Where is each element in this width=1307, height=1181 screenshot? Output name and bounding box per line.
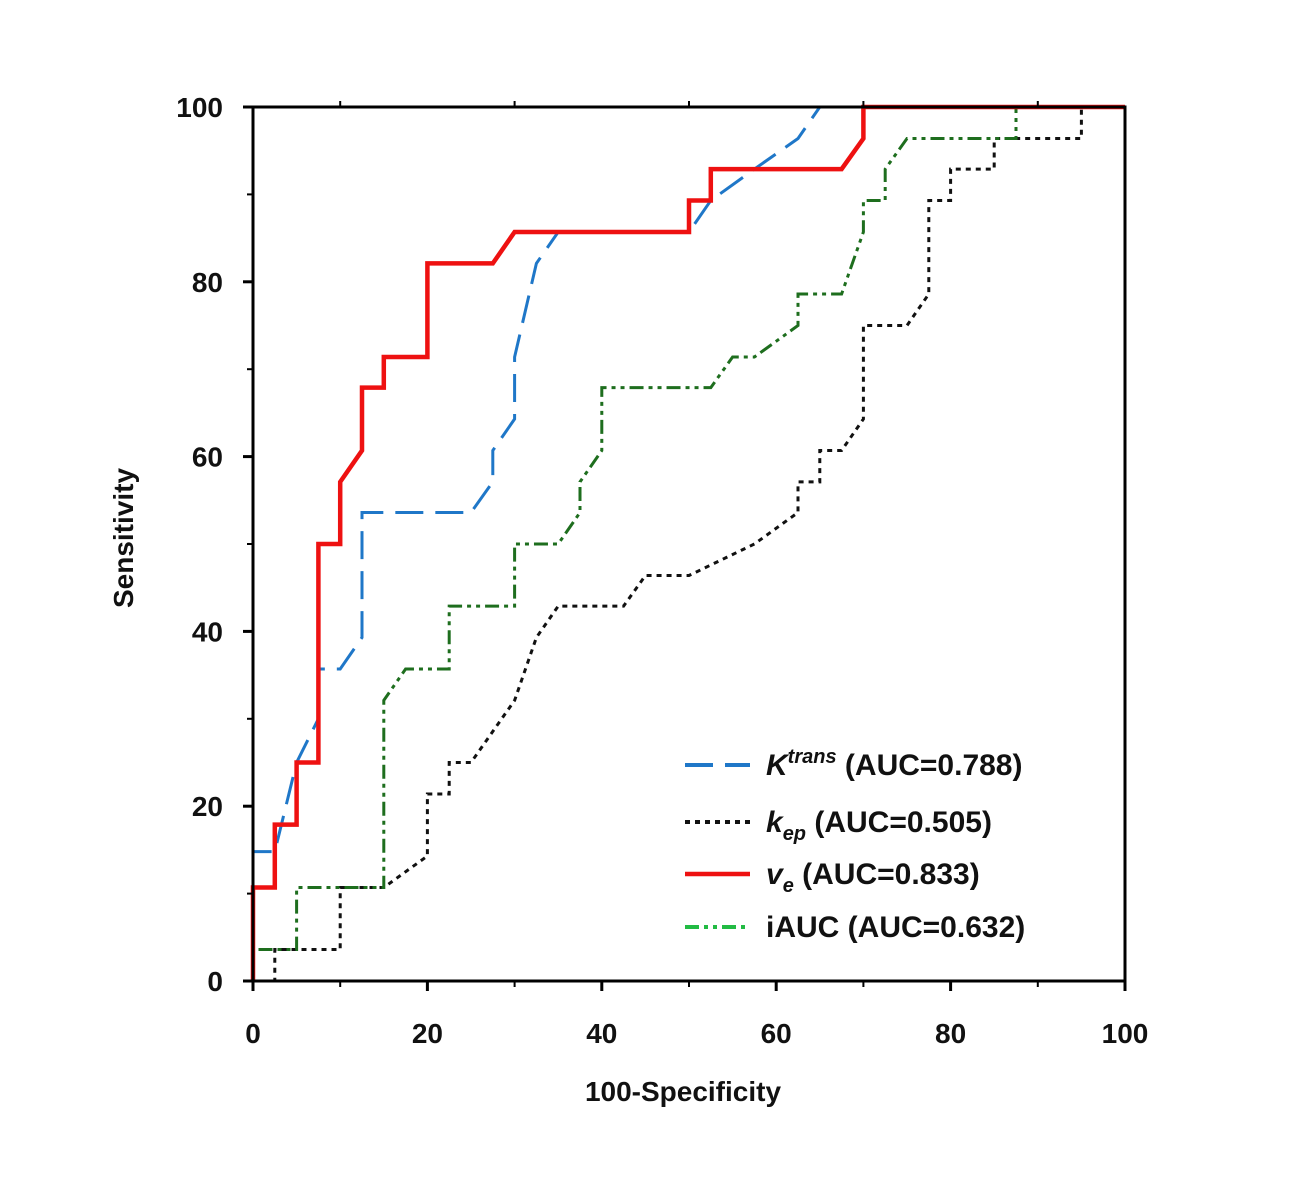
y-tick-label: 80: [192, 267, 223, 298]
series-line-iauc: [251, 105, 1125, 981]
legend: Ktrans (AUC=0.788) kep (AUC=0.505) ve (AUC…: [685, 746, 1025, 944]
y-tick-label: 100: [176, 92, 223, 123]
x-tick-label: 0: [245, 1018, 261, 1049]
y-tick-label: 60: [192, 442, 223, 473]
series-line-kep: [253, 105, 1125, 983]
x-tick-label: 20: [412, 1018, 443, 1049]
legend-label-kep: kep (AUC=0.505): [766, 806, 992, 845]
y-tick-label: 0: [207, 966, 223, 997]
y-axis-title: Sensitivity: [108, 468, 139, 608]
x-tick-label: 80: [935, 1018, 966, 1049]
legend-label-iauc: iAUC (AUC=0.632): [766, 911, 1025, 944]
y-tick-label: 20: [192, 791, 223, 822]
x-tick-label: 60: [761, 1018, 792, 1049]
series-line-ve: [250, 104, 1125, 981]
x-tick-label: 100: [1102, 1018, 1149, 1049]
y-tick-label: 40: [192, 616, 223, 647]
legend-label-ve: ve (AUC=0.833): [766, 858, 980, 897]
x-axis-title: 100-Specificity: [585, 1076, 782, 1107]
ticks-layer: 0 20 40 60 80 100 0 20 40 60 80 100: [176, 92, 1148, 1049]
x-tick-label: 40: [586, 1018, 617, 1049]
series-layer: [250, 104, 1125, 983]
series-line-ktrans: [251, 105, 1125, 981]
legend-label-ktrans: Ktrans (AUC=0.788): [766, 746, 1022, 782]
